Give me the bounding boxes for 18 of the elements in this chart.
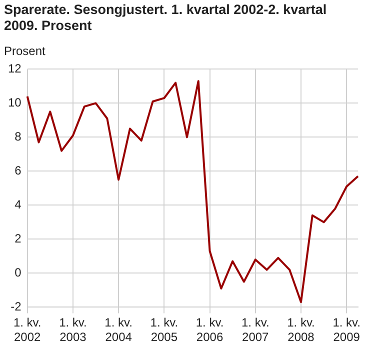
y-tick-label: 10 xyxy=(8,96,22,110)
y-tick-label: 4 xyxy=(14,198,22,212)
x-tick-label: 1. kv. 2004 xyxy=(104,316,132,344)
x-tick-label: 1. kv. 2007 xyxy=(241,316,270,344)
x-tick-label: 1. kv. 2005 xyxy=(150,316,178,344)
y-tick-label: -2 xyxy=(10,300,22,314)
chart-title: Sparerate. Sesongjustert. 1. kvartal 2002-2. kvartal 2009. Prosent xyxy=(4,2,328,34)
y-tick-label: 6 xyxy=(14,164,22,178)
x-tick-label: 1. kv. 2006 xyxy=(196,316,224,344)
y-tick-label: 8 xyxy=(14,130,22,144)
y-tick-label: 2 xyxy=(14,232,22,246)
y-axis-title: Prosent xyxy=(4,44,46,58)
y-tick-label: 12 xyxy=(8,62,22,76)
x-tick-label: 1. kv. 2003 xyxy=(59,316,87,344)
x-tick-label: 1. kv. 2002 xyxy=(13,316,42,344)
x-tick-label: 1. kv. 2009 xyxy=(332,316,360,344)
x-tick-label: 1. kv. 2008 xyxy=(287,316,315,344)
y-tick-label: 0 xyxy=(14,266,22,280)
